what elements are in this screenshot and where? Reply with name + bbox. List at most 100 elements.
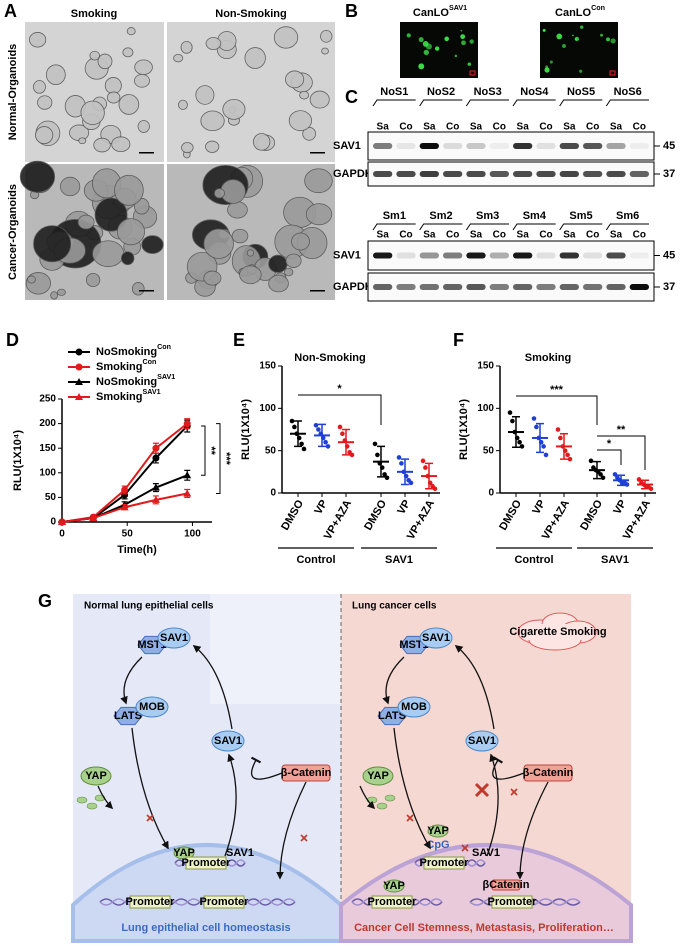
y-axis-title: RLU(1X10⁴) — [458, 399, 470, 460]
band — [629, 171, 649, 177]
organoid — [141, 235, 164, 254]
data-point — [555, 427, 561, 432]
band — [466, 284, 486, 290]
node-label: SAV1 — [160, 632, 188, 644]
x-tick-label: 0 — [59, 529, 65, 540]
cell-nucleus-right — [339, 843, 633, 943]
organoid — [200, 110, 225, 132]
data-point — [636, 477, 642, 482]
organoid — [45, 64, 66, 86]
legend-label: SmokingSAV1 — [96, 388, 161, 403]
data-point — [558, 435, 563, 441]
sample-bracket — [605, 223, 649, 231]
sample-bracket — [605, 99, 649, 107]
node-shape — [371, 895, 413, 909]
organoid — [116, 218, 145, 246]
group-label: SAV1 — [601, 554, 629, 566]
organoid — [273, 26, 299, 49]
marker — [75, 378, 83, 385]
sample-label: Sm4 — [523, 210, 547, 222]
micrograph — [25, 22, 164, 162]
node-shape — [173, 846, 195, 860]
band — [513, 171, 533, 177]
fluorescent-cell — [545, 65, 549, 69]
node-label: MOB — [401, 701, 427, 713]
fluorescent-cell — [422, 41, 429, 47]
band — [443, 171, 463, 177]
band — [606, 143, 626, 149]
organoid — [244, 47, 266, 69]
band — [559, 171, 579, 177]
band — [396, 252, 416, 259]
organoid — [178, 99, 188, 110]
panel-title: Normal lung epithelial cells — [84, 601, 214, 612]
legend-label-sup: SAV1 — [157, 373, 175, 381]
node-label: SAV1 — [226, 847, 254, 859]
node-shape — [80, 766, 112, 786]
node-label: SAV1 — [472, 847, 500, 859]
organoid — [309, 90, 330, 109]
blot-row-label: SAV1 — [333, 249, 361, 261]
band — [559, 284, 579, 290]
node-label: Promoter — [126, 896, 176, 908]
legend-label-base: Smoking — [96, 361, 142, 373]
caption: Cancer Cell Stemness, Metastasis, Prolif… — [354, 922, 614, 934]
band — [629, 143, 649, 149]
legend-label-sup: Con — [142, 358, 156, 366]
panel-label: B — [345, 1, 358, 21]
fluorescent-cell — [460, 29, 463, 32]
sample-bracket — [372, 99, 416, 107]
node-label: Promoter — [200, 896, 250, 908]
organoid — [19, 160, 56, 193]
lane-label: Co — [493, 230, 506, 241]
image-title: CanLOCon — [555, 4, 605, 19]
node-shape — [491, 895, 533, 909]
lane-label: Co — [633, 230, 646, 241]
node-shape — [135, 696, 169, 718]
organoid — [231, 228, 249, 244]
data-point — [507, 410, 513, 415]
sample-bracket — [559, 99, 603, 107]
data-point — [423, 465, 428, 470]
organoid — [78, 137, 87, 145]
node-shape — [185, 856, 227, 870]
organoid — [93, 137, 111, 153]
data-point — [384, 475, 390, 481]
micrograph — [167, 22, 335, 162]
node-label: β-Catenin — [281, 767, 332, 779]
panel-label: F — [453, 330, 464, 350]
y-tick-label: 150 — [477, 361, 494, 372]
fluorescent-cell — [572, 34, 574, 37]
significance-bracket — [298, 394, 382, 425]
image-title-sup: SAV1 — [449, 4, 467, 12]
fluorescence-image — [400, 22, 478, 78]
x-tick-label: VP — [395, 498, 413, 517]
y-tick-label: 150 — [259, 361, 276, 372]
data-point — [313, 422, 319, 428]
band — [396, 143, 416, 149]
band — [443, 252, 463, 259]
inhibition-cross — [300, 834, 308, 842]
node-shape — [419, 627, 453, 649]
data-point — [600, 475, 606, 481]
node-label: Promoter — [368, 896, 418, 908]
node-label: YAP — [85, 770, 107, 782]
data-point — [340, 431, 345, 437]
fluorescent-cell — [544, 67, 550, 73]
fluorescent-cell — [423, 49, 429, 56]
organoid — [35, 126, 54, 145]
legend-label: SmokingCon — [96, 358, 156, 373]
band — [583, 252, 603, 259]
x-tick-label: VP — [312, 498, 330, 517]
node-label: YAP — [173, 847, 195, 859]
sample-bracket — [512, 223, 556, 231]
data-point — [301, 446, 307, 452]
size-marker: 45 — [663, 249, 675, 261]
organoid — [181, 142, 194, 154]
organoid — [114, 174, 144, 206]
lane-label: Co — [399, 230, 412, 241]
chart-title: Smoking — [525, 352, 571, 364]
data-point — [337, 424, 343, 430]
band — [583, 171, 603, 177]
